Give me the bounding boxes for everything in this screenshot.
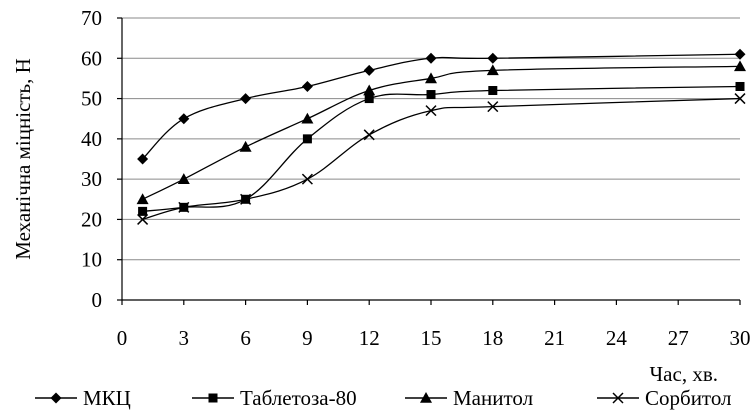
x-tick-label-15: 15 xyxy=(421,326,442,350)
y-tick-labels: 0 10 20 30 40 50 60 70 xyxy=(81,6,102,312)
series-3-point-1 xyxy=(137,193,149,204)
x-tick-label-18: 18 xyxy=(482,326,503,350)
series-line-1 xyxy=(143,54,740,159)
series-3 xyxy=(137,60,746,204)
y-tick-label-50: 50 xyxy=(81,87,102,111)
series-1-point-5 xyxy=(364,65,375,76)
series-4 xyxy=(138,94,745,225)
x-tick-label-6: 6 xyxy=(240,326,251,350)
legend-item-1: МКЦ xyxy=(35,386,131,410)
series-group xyxy=(137,49,746,225)
y-axis-title: Механічна міцність, Н xyxy=(11,58,35,260)
series-1-point-3 xyxy=(240,93,251,104)
series-3-point-3 xyxy=(240,141,252,152)
x-axis-title: Час, хв. xyxy=(650,362,718,386)
series-4-point-6 xyxy=(426,106,436,116)
y-tick-label-20: 20 xyxy=(81,207,102,231)
series-2-point-6 xyxy=(427,90,436,99)
y-tick-label-70: 70 xyxy=(81,6,102,30)
series-1-point-2 xyxy=(178,113,189,124)
series-4-point-5 xyxy=(364,130,374,140)
legend-item-2: Таблетоза-80 xyxy=(192,386,357,410)
x-tick-label-12: 12 xyxy=(359,326,380,350)
x-tick-label-30: 30 xyxy=(730,326,751,350)
legend-label-3: Манитол xyxy=(453,386,533,410)
legend-label-1: МКЦ xyxy=(83,386,131,410)
x-tick-label-27: 27 xyxy=(668,326,689,350)
series-2-point-4 xyxy=(303,134,312,143)
x-tick-label-0: 0 xyxy=(117,326,128,350)
x-tick-label-3: 3 xyxy=(179,326,190,350)
series-3-point-5 xyxy=(363,85,375,96)
x-tick-label-21: 21 xyxy=(544,326,565,350)
series-1-point-4 xyxy=(302,81,313,92)
y-tick-label-10: 10 xyxy=(81,248,102,272)
series-line-4 xyxy=(143,99,740,220)
series-2-point-7 xyxy=(488,86,497,95)
legend-item-4: Сорбитол xyxy=(597,386,732,410)
series-3-point-2 xyxy=(178,173,190,184)
legend: МКЦ Таблетоза-80 Манитол Сорбитол xyxy=(35,386,732,410)
legend-marker-2 xyxy=(209,394,218,403)
series-1-point-7 xyxy=(487,53,498,64)
y-tick-label-0: 0 xyxy=(92,288,103,312)
series-3-point-8 xyxy=(734,60,746,71)
y-tick-label-60: 60 xyxy=(81,46,102,70)
y-tick-label-40: 40 xyxy=(81,127,102,151)
series-3-point-4 xyxy=(301,113,313,124)
series-2-point-5 xyxy=(365,94,374,103)
series-2-point-8 xyxy=(736,82,745,91)
y-tick-label-30: 30 xyxy=(81,167,102,191)
legend-label-2: Таблетоза-80 xyxy=(240,386,357,410)
x-tick-label-9: 9 xyxy=(302,326,313,350)
legend-label-4: Сорбитол xyxy=(645,386,732,410)
series-1 xyxy=(137,49,745,165)
x-tick-labels: 0 3 6 9 12 15 18 21 24 27 30 xyxy=(117,326,751,350)
series-line-2 xyxy=(143,86,740,211)
x-tick-label-24: 24 xyxy=(606,326,628,350)
series-1-point-6 xyxy=(426,53,437,64)
legend-item-3: Манитол xyxy=(405,386,533,410)
legend-marker-1 xyxy=(51,393,62,404)
series-2-point-1 xyxy=(138,207,147,216)
